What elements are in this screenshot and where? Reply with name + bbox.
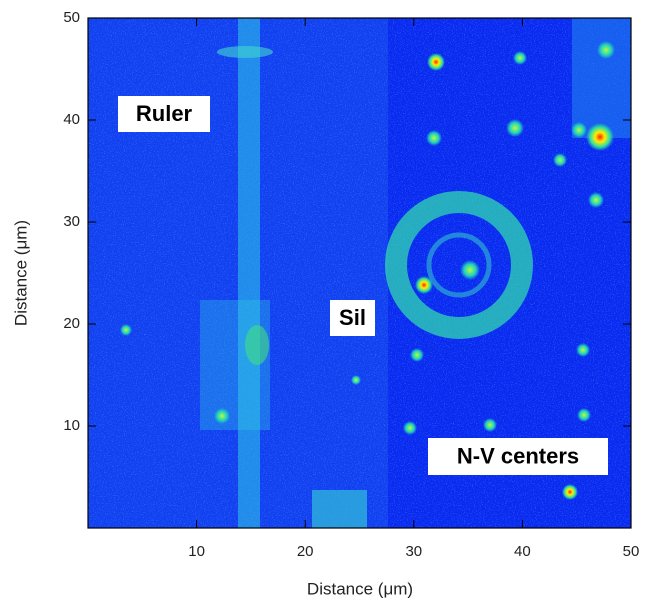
x-tick-label: 30 xyxy=(405,543,422,560)
x-tick-label: 10 xyxy=(188,543,205,560)
annotation-box xyxy=(118,96,210,132)
plot-frame xyxy=(87,17,632,529)
annotation-box xyxy=(428,438,608,475)
y-tick-label: 30 xyxy=(63,213,80,230)
annotation: Sil xyxy=(339,305,366,330)
x-tick-label: 20 xyxy=(297,543,314,560)
y-tick-label: 50 xyxy=(63,9,80,26)
y-tick-label: 10 xyxy=(63,417,80,434)
y-tick-label: 40 xyxy=(63,111,80,128)
x-tick-label: 40 xyxy=(514,543,531,560)
x-axis-label: Distance (μm) xyxy=(307,579,413,598)
annotation-box xyxy=(330,300,375,336)
y-axis-label: Distance (μm) xyxy=(11,220,30,326)
y-tick-label: 20 xyxy=(63,315,80,332)
x-tick-label: 50 xyxy=(623,543,640,560)
annotation: Ruler xyxy=(136,101,193,126)
annotation: N-V centers xyxy=(457,443,579,468)
